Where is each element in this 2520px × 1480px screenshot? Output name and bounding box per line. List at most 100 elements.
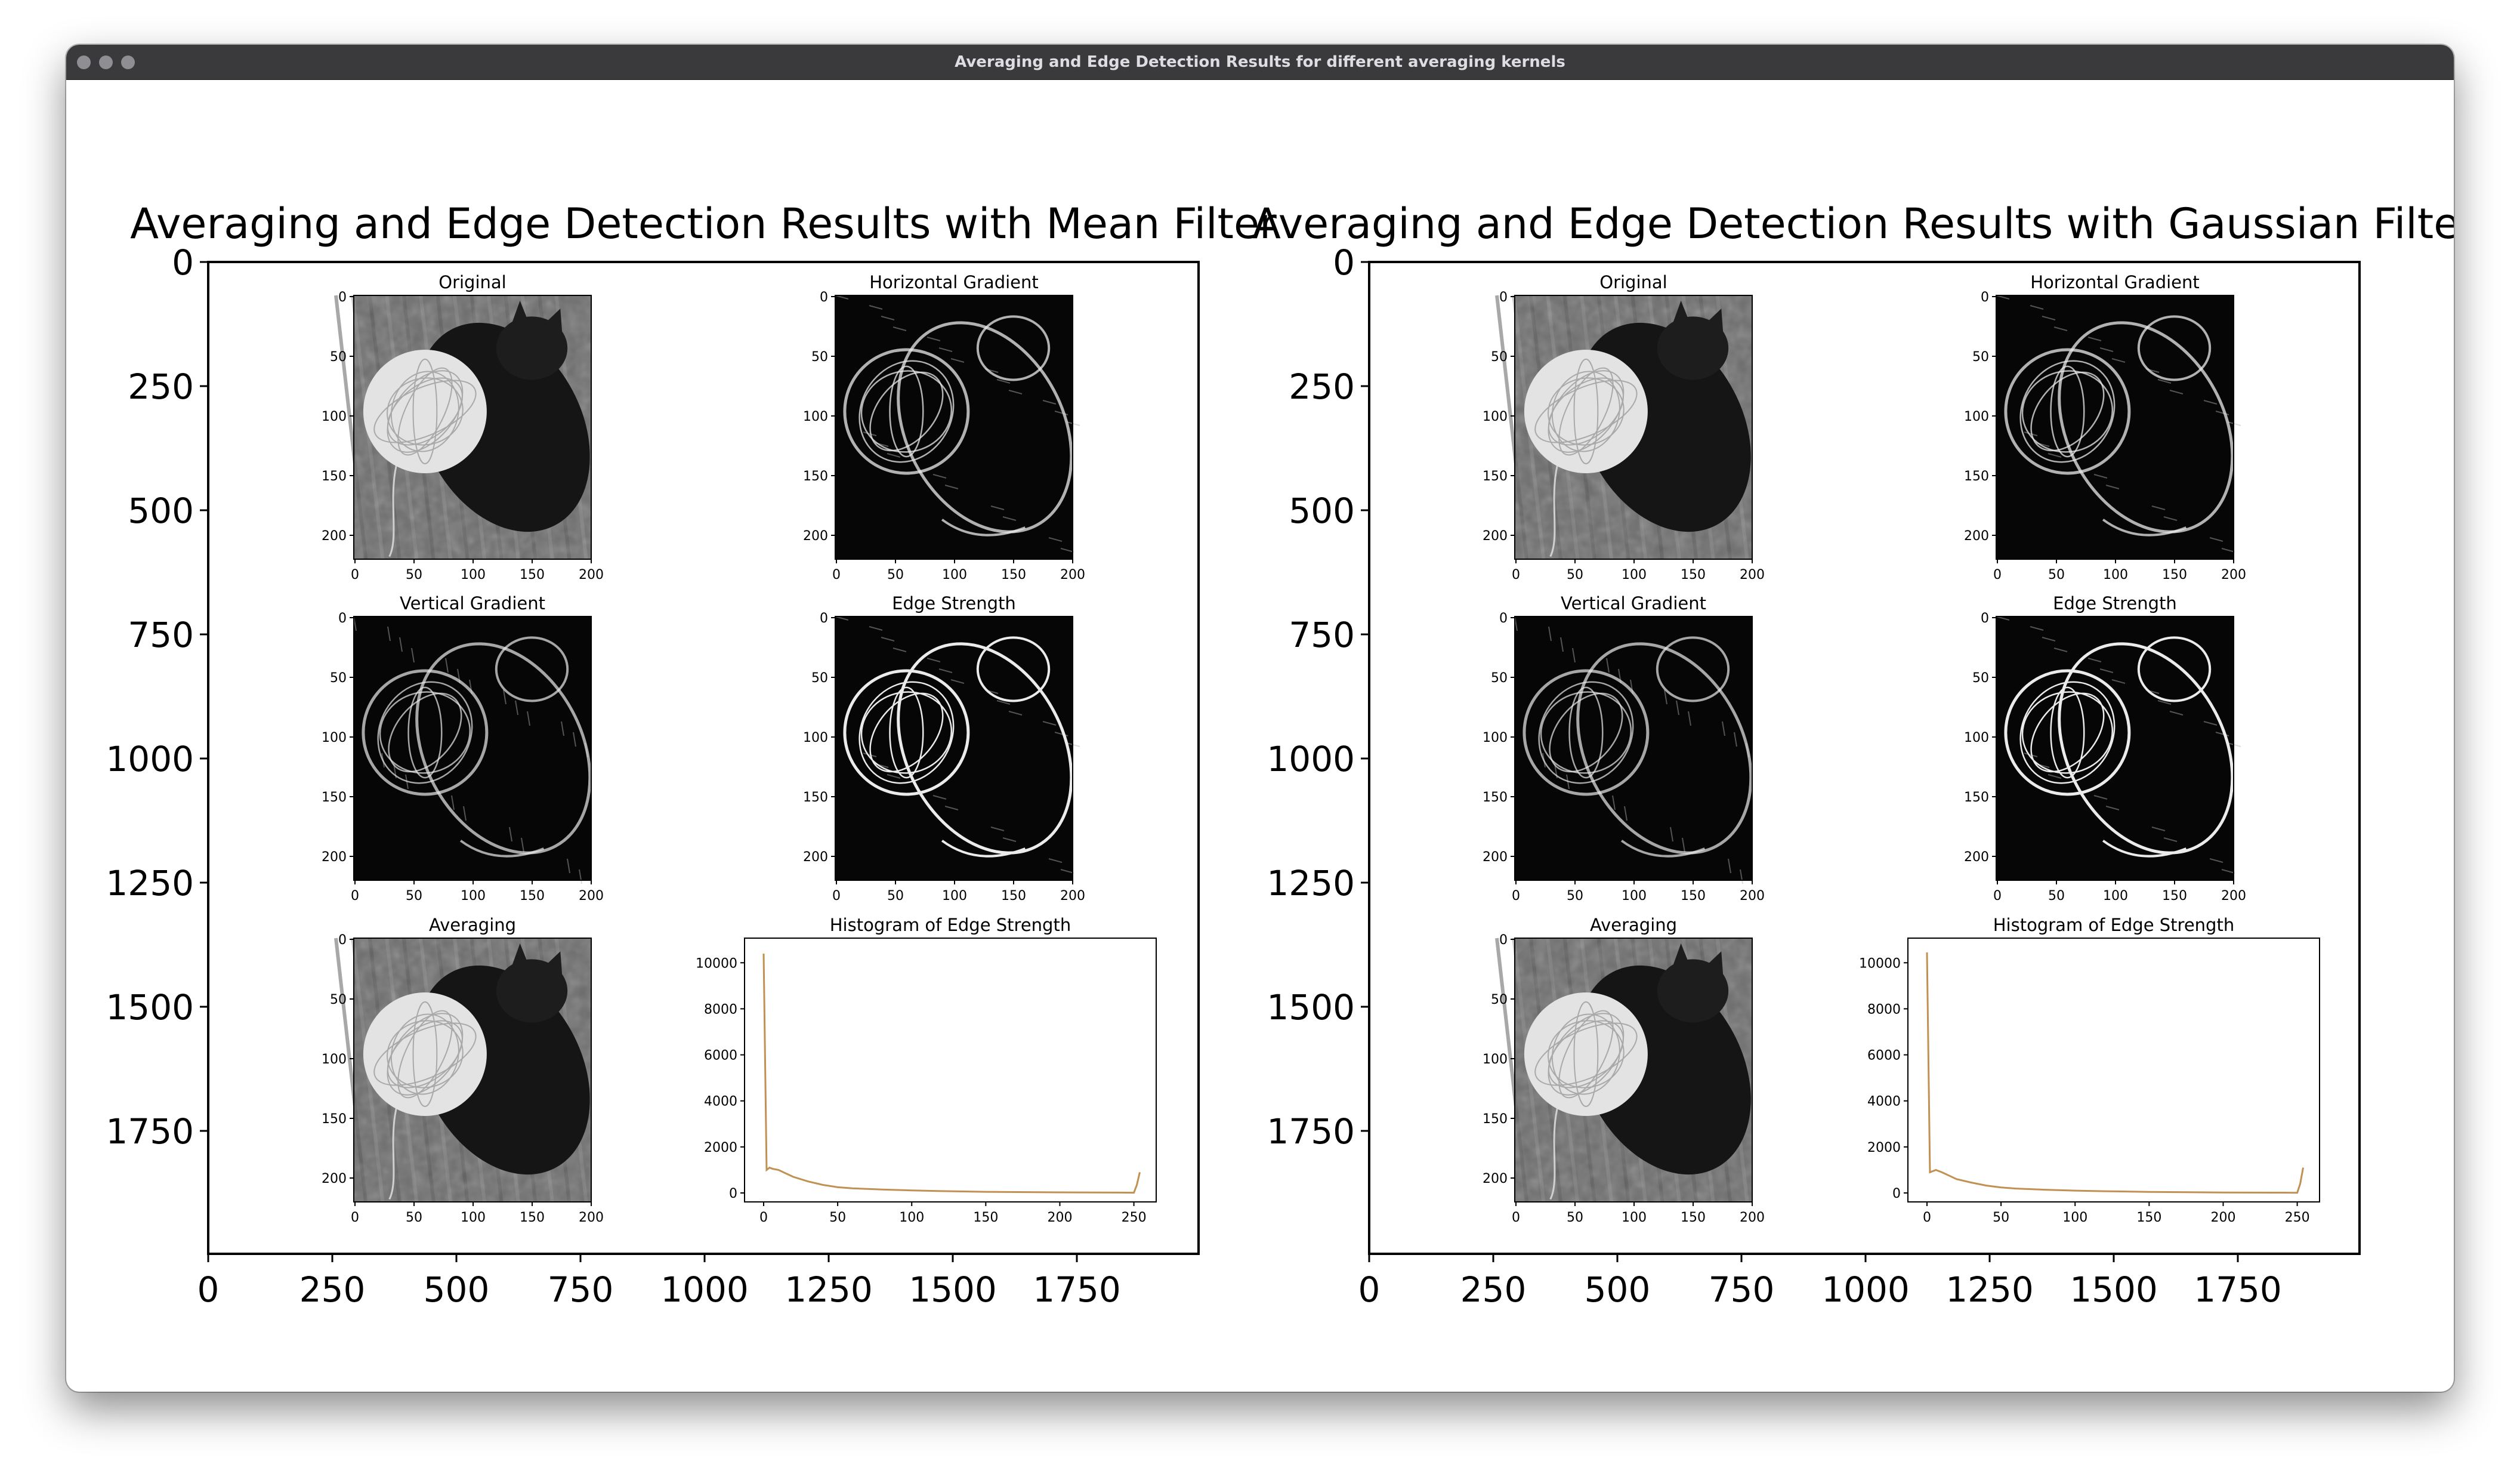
texture-edge [2157, 700, 2172, 705]
panel-frame [1996, 616, 2234, 881]
x-tick-label: 50 [406, 568, 422, 582]
yarn-ball [1524, 992, 1648, 1116]
yarn-edge [1549, 692, 1623, 773]
texture-edge [2105, 485, 2120, 489]
hist-y-tick-label: 10000 [696, 956, 737, 971]
image-background [835, 616, 1073, 880]
outer-y-tick-label: 750 [1289, 615, 1355, 655]
y-tick-label: 100 [1964, 730, 1989, 745]
texture-edge [927, 658, 941, 662]
x-tick-label: 100 [461, 889, 486, 904]
y-tick-label: 100 [1483, 1052, 1508, 1067]
x-tick-label: 200 [1740, 1210, 1765, 1225]
panel-title: Horizontal Gradient [869, 272, 1039, 292]
yarn-wrap [1548, 377, 1624, 446]
x-tick-label: 50 [2048, 889, 2065, 904]
yarn-edge [2019, 681, 2116, 784]
head-edge [976, 636, 1051, 702]
texture-edge [2157, 379, 2172, 384]
y-tick-label: 100 [1483, 409, 1508, 424]
y-tick-label: 150 [803, 790, 828, 805]
x-tick-label: 0 [832, 568, 841, 582]
x-tick-label: 0 [351, 889, 359, 904]
outer-y-tick-label: 1250 [106, 863, 194, 904]
yarn-edge [2019, 360, 2116, 463]
yarn-wrap [397, 367, 453, 456]
y-tick-label: 100 [1964, 409, 1989, 424]
texture-edge [2048, 774, 2062, 779]
y-tick-label: 100 [322, 1052, 347, 1067]
yarn-wrap [412, 358, 438, 465]
texture-edge [1664, 689, 1667, 705]
texture-edge [1676, 700, 1679, 716]
x-tick-label: 100 [942, 889, 967, 904]
cat-ear [510, 300, 530, 328]
x-tick-label: 150 [1681, 568, 1706, 582]
gaussian-filter-figure: Averaging and Edge Detection Results wit… [1252, 199, 2454, 1310]
texture-edge [579, 869, 582, 884]
x-tick-label: 0 [1993, 568, 2002, 582]
y-tick-label: 0 [338, 290, 347, 305]
yarn-ball [363, 992, 487, 1116]
x-tick-label: 200 [1740, 568, 1765, 582]
texture-edge [1740, 869, 1743, 884]
outer-x-tick-label: 500 [424, 1269, 490, 1310]
texture-edge [561, 721, 564, 736]
cat-edge [897, 642, 1073, 855]
outer-y-tick-label: 500 [128, 491, 194, 531]
yarn-edge [2050, 365, 2085, 458]
y-tick-label: 200 [803, 529, 828, 544]
outer-y-tick-label: 1750 [106, 1111, 194, 1152]
y-tick-label: 100 [322, 409, 347, 424]
zoom-icon[interactable] [121, 56, 135, 69]
hist-x-tick-label: 200 [1047, 1210, 1072, 1225]
hist-x-tick-label: 100 [2062, 1210, 2087, 1225]
cat-head [496, 316, 568, 380]
minimize-icon[interactable] [99, 56, 113, 69]
hist-y-tick-label: 2000 [1867, 1140, 1901, 1155]
outer-x-tick-label: 1750 [2194, 1269, 2282, 1310]
texture-edge [2087, 658, 2102, 662]
yarn-edge [2004, 669, 2131, 796]
texture-edge [990, 827, 1005, 831]
y-tick-label: 200 [1964, 529, 1989, 544]
y-tick-label: 50 [1972, 350, 1989, 365]
texture-edge [996, 379, 1011, 384]
y-tick-label: 200 [322, 850, 347, 865]
texture-edge [463, 806, 467, 821]
texture-edge [1048, 858, 1063, 863]
x-tick-label: 200 [579, 1210, 604, 1225]
outer-y-tick-label: 250 [1289, 366, 1355, 407]
hist-x-tick-label: 0 [1923, 1210, 1931, 1225]
y-tick-label: 200 [1483, 850, 1508, 865]
yarn-edge [377, 681, 473, 784]
cat-edge [2058, 642, 2234, 855]
close-icon[interactable] [77, 56, 91, 69]
yarn-wrap [1573, 1001, 1599, 1108]
panel-frame [1514, 616, 1753, 881]
texture-edge [2053, 648, 2068, 652]
yarn-ball [363, 350, 487, 473]
texture-edge [1048, 537, 1063, 542]
x-tick-label: 0 [351, 1210, 359, 1225]
texture-edge [1008, 390, 1023, 394]
texture-edge [2099, 668, 2114, 673]
hist-x-tick-label: 250 [1122, 1210, 1147, 1225]
cat-edge [897, 321, 1073, 534]
texture-edge [2099, 347, 2114, 352]
outer-x-tick-label: 1000 [1821, 1269, 1910, 1310]
y-tick-label: 0 [338, 933, 347, 948]
hist-x-tick-label: 150 [2136, 1210, 2161, 1225]
texture-edge [1060, 869, 1074, 874]
x-tick-label: 200 [2221, 568, 2246, 582]
outer-y-tick-label: 1250 [1267, 863, 1355, 904]
cat-head [496, 959, 568, 1023]
texture-edge [887, 774, 901, 779]
outer-y-tick-label: 1500 [106, 987, 194, 1028]
y-tick-label: 150 [803, 469, 828, 484]
texture-edge [1042, 400, 1057, 405]
texture-edge [1548, 626, 1552, 642]
texture-edge [1560, 637, 1564, 652]
tail-edge [2102, 840, 2187, 858]
x-tick-label: 150 [2162, 568, 2187, 582]
